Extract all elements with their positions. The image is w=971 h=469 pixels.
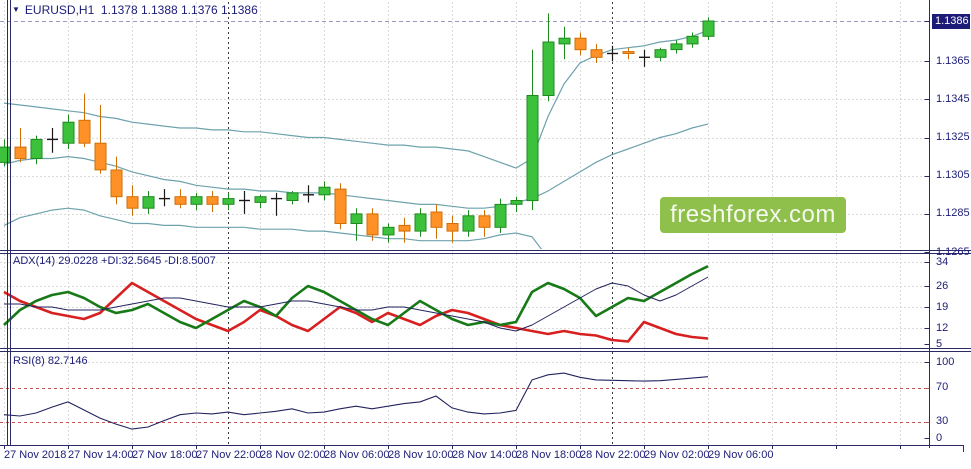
time-axis[interactable]: 27 Nov 2018 27 Nov 14:00 27 Nov 18:00 27 No… xyxy=(0,445,963,469)
time-axis-label: 27 Nov 18:00 xyxy=(132,449,198,461)
time-axis-label: 29 Nov 06:00 xyxy=(708,449,774,461)
time-axis-label: 29 Nov 02:00 xyxy=(644,449,710,461)
current-price-badge: 1.1386 xyxy=(932,13,970,29)
adx-indicator-label: ADX(14) 29.0228 +DI:32.5645 -DI:8.5007 xyxy=(13,255,216,267)
time-axis-label: 28 Nov 02:00 xyxy=(260,449,326,461)
time-axis-label: 28 Nov 22:00 xyxy=(580,449,646,461)
rsi-panel[interactable] xyxy=(0,351,929,445)
watermark-text: freshforex.com xyxy=(670,201,836,228)
rsi-axis-label: 100 xyxy=(936,355,955,368)
chart-title-text: EURUSD,H1 1.1378 1.1388 1.1376 1.1386 xyxy=(24,3,258,17)
time-axis-label: 28 Nov 18:00 xyxy=(516,449,582,461)
symbol-marker-icon: ▼ xyxy=(12,5,20,14)
chart-title: ▼ EURUSD,H1 1.1378 1.1388 1.1376 1.1386 xyxy=(12,3,258,17)
price-axis-label: 1.1265 xyxy=(936,245,970,258)
time-axis-label: 27 Nov 22:00 xyxy=(196,449,262,461)
adx-axis-label: 5 xyxy=(936,337,943,350)
price-axis-label: 1.1305 xyxy=(936,169,970,182)
price-axis[interactable]: 1.1386 1.1365 1.1345 1.1325 1.1305 1.1285 1.1… xyxy=(929,0,971,445)
price-axis-label: 1.1285 xyxy=(936,207,970,220)
time-axis-label: 28 Nov 06:00 xyxy=(324,449,390,461)
adx-axis-label: 12 xyxy=(936,321,949,334)
price-axis-label: 1.1345 xyxy=(936,92,970,105)
adx-axis-label: 26 xyxy=(936,279,949,292)
rsi-axis-label: 0 xyxy=(936,431,943,444)
adx-panel[interactable] xyxy=(0,253,929,348)
rsi-axis-label: 70 xyxy=(936,381,949,393)
time-axis-label: 28 Nov 10:00 xyxy=(388,449,454,461)
time-axis-label: 27 Nov 14:00 xyxy=(68,449,134,461)
time-axis-label: 27 Nov 2018 xyxy=(4,449,67,461)
rsi-indicator-label: RSI(8) 82.7146 xyxy=(13,355,88,367)
watermark: freshforex.com xyxy=(660,197,846,233)
price-axis-label: 1.1325 xyxy=(936,131,970,143)
price-axis-label: 1.1365 xyxy=(936,54,970,67)
adx-axis-label: 19 xyxy=(936,300,949,313)
adx-axis-label: 34 xyxy=(936,255,949,268)
time-axis-label: 28 Nov 14:00 xyxy=(452,449,518,461)
rsi-axis-label: 30 xyxy=(936,415,949,427)
